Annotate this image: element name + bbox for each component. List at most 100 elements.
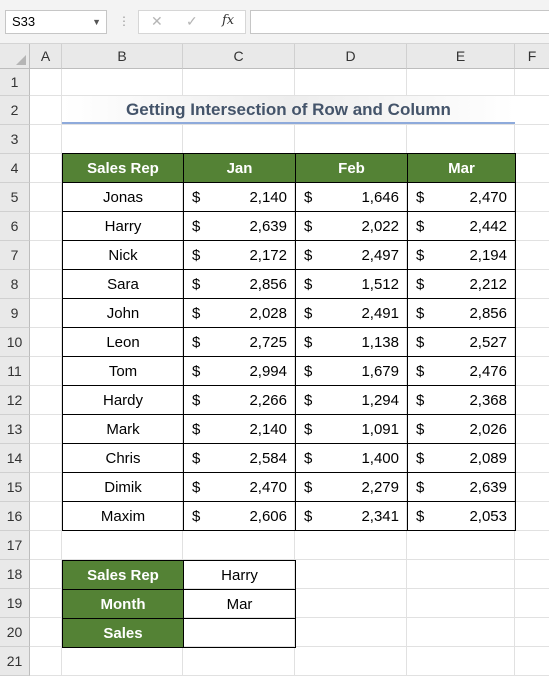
row-header-11[interactable]: 11	[0, 357, 30, 386]
currency-symbol: $	[416, 479, 425, 496]
cell-name[interactable]: Sara	[62, 269, 184, 299]
row-header-13[interactable]: 13	[0, 415, 30, 444]
column-header-a[interactable]: A	[30, 44, 62, 69]
cell-feb[interactable]: $1,091	[295, 414, 408, 444]
column-header-c[interactable]: C	[183, 44, 295, 69]
cell-jan[interactable]: $2,606	[183, 501, 296, 531]
cell-jan[interactable]: $2,725	[183, 327, 296, 357]
lookup-value-sales[interactable]	[183, 618, 296, 648]
cell-mar[interactable]: $2,856	[407, 298, 516, 328]
cell-mar[interactable]: $2,476	[407, 356, 516, 386]
cell-jan[interactable]: $2,140	[183, 414, 296, 444]
cell-jan[interactable]: $2,856	[183, 269, 296, 299]
cell-feb[interactable]: $1,679	[295, 356, 408, 386]
row-header-12[interactable]: 12	[0, 386, 30, 415]
column-header-d[interactable]: D	[295, 44, 407, 69]
column-header-b[interactable]: B	[62, 44, 183, 69]
row-header-6[interactable]: 6	[0, 212, 30, 241]
row-header-18[interactable]: 18	[0, 560, 30, 589]
enter-icon[interactable]: ✓	[186, 13, 198, 29]
grid-line	[30, 530, 549, 531]
cell-feb[interactable]: $2,491	[295, 298, 408, 328]
lookup-label-sales[interactable]: Sales	[62, 618, 184, 648]
cell-jan[interactable]: $2,266	[183, 385, 296, 415]
row-header-9[interactable]: 9	[0, 299, 30, 328]
cancel-icon[interactable]: ✕	[151, 13, 163, 29]
header-jan[interactable]: Jan	[183, 153, 296, 183]
row-header-17[interactable]: 17	[0, 531, 30, 560]
lookup-value-sales-rep[interactable]: Harry	[183, 560, 296, 590]
row-header-19[interactable]: 19	[0, 589, 30, 618]
table-row: Dimik $2,470 $2,279 $2,639	[62, 472, 516, 502]
cell-name[interactable]: Jonas	[62, 182, 184, 212]
cell-jan[interactable]: $2,584	[183, 443, 296, 473]
row-header-8[interactable]: 8	[0, 270, 30, 299]
cell-feb[interactable]: $2,279	[295, 472, 408, 502]
cell-feb[interactable]: $2,497	[295, 240, 408, 270]
cell-mar[interactable]: $2,053	[407, 501, 516, 531]
cell-feb[interactable]: $2,341	[295, 501, 408, 531]
cell-name[interactable]: Hardy	[62, 385, 184, 415]
row-header-7[interactable]: 7	[0, 241, 30, 270]
cell-mar[interactable]: $2,470	[407, 182, 516, 212]
currency-symbol: $	[192, 334, 201, 351]
cell-mar[interactable]: $2,089	[407, 443, 516, 473]
cell-feb[interactable]: $1,400	[295, 443, 408, 473]
column-header-f[interactable]: F	[515, 44, 549, 69]
cell-name[interactable]: John	[62, 298, 184, 328]
chevron-down-icon[interactable]: ▼	[92, 17, 101, 27]
cell-mar[interactable]: $2,527	[407, 327, 516, 357]
cell-name[interactable]: Dimik	[62, 472, 184, 502]
cell-feb[interactable]: $1,294	[295, 385, 408, 415]
cell-mar[interactable]: $2,026	[407, 414, 516, 444]
cell-name[interactable]: Tom	[62, 356, 184, 386]
row-header-10[interactable]: 10	[0, 328, 30, 357]
cell-jan[interactable]: $2,028	[183, 298, 296, 328]
cell-mar[interactable]: $2,639	[407, 472, 516, 502]
header-mar[interactable]: Mar	[407, 153, 516, 183]
cell-jan[interactable]: $2,172	[183, 240, 296, 270]
cell-mar[interactable]: $2,368	[407, 385, 516, 415]
cell-name[interactable]: Mark	[62, 414, 184, 444]
cell-name[interactable]: Maxim	[62, 501, 184, 531]
select-all-corner[interactable]	[0, 44, 30, 69]
insert-function-icon[interactable]: fx	[222, 13, 235, 28]
row-header-14[interactable]: 14	[0, 444, 30, 473]
lookup-label-sales-rep[interactable]: Sales Rep	[62, 560, 184, 590]
currency-symbol: $	[304, 218, 313, 235]
column-header-e[interactable]: E	[407, 44, 515, 69]
formula-input[interactable]	[250, 10, 549, 34]
header-feb[interactable]: Feb	[295, 153, 408, 183]
cell-feb[interactable]: $1,512	[295, 269, 408, 299]
cell-mar[interactable]: $2,194	[407, 240, 516, 270]
cell-mar[interactable]: $2,212	[407, 269, 516, 299]
lookup-value-month[interactable]: Mar	[183, 589, 296, 619]
row-header-3[interactable]: 3	[0, 125, 30, 154]
cell-name[interactable]: Chris	[62, 443, 184, 473]
row-header-5[interactable]: 5	[0, 183, 30, 212]
cell-mar[interactable]: $2,442	[407, 211, 516, 241]
row-header-1[interactable]: 1	[0, 69, 30, 96]
row-header-20[interactable]: 20	[0, 618, 30, 647]
sheet-title[interactable]: Getting Intersection of Row and Column	[62, 96, 515, 124]
row-header-21[interactable]: 21	[0, 647, 30, 676]
cell-jan[interactable]: $2,140	[183, 182, 296, 212]
cell-jan[interactable]: $2,994	[183, 356, 296, 386]
cell-feb[interactable]: $1,646	[295, 182, 408, 212]
row-header-16[interactable]: 16	[0, 502, 30, 531]
cell-feb[interactable]: $2,022	[295, 211, 408, 241]
cell-jan[interactable]: $2,639	[183, 211, 296, 241]
cell-name[interactable]: Nick	[62, 240, 184, 270]
cell-feb[interactable]: $1,138	[295, 327, 408, 357]
lookup-label-month[interactable]: Month	[62, 589, 184, 619]
row-header-2[interactable]: 2	[0, 96, 30, 125]
header-sales-rep[interactable]: Sales Rep	[62, 153, 184, 183]
cell-jan[interactable]: $2,470	[183, 472, 296, 502]
cell-value: 2,639	[469, 479, 507, 496]
row-header-15[interactable]: 15	[0, 473, 30, 502]
table-row: Nick $2,172 $2,497 $2,194	[62, 240, 516, 270]
cell-name[interactable]: Leon	[62, 327, 184, 357]
name-box[interactable]: S33 ▼	[5, 10, 107, 34]
row-header-4[interactable]: 4	[0, 154, 30, 183]
cell-name[interactable]: Harry	[62, 211, 184, 241]
